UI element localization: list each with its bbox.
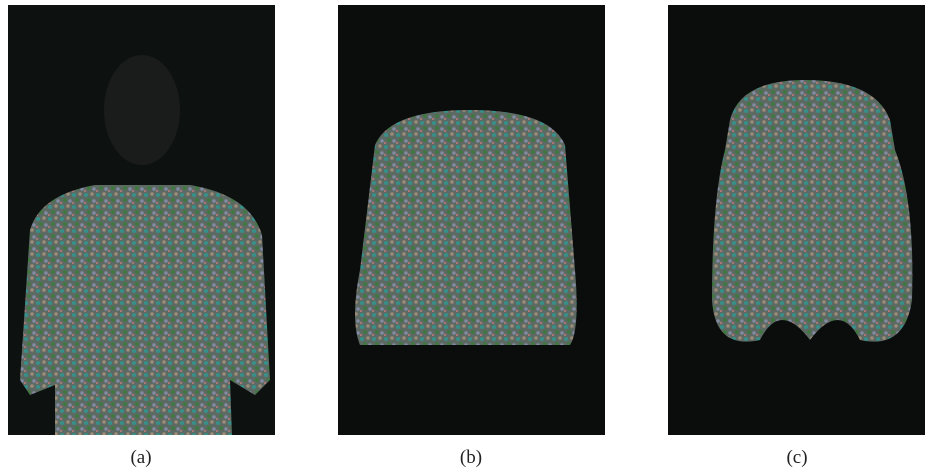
caption: (b) <box>460 447 482 468</box>
caption: (c) <box>786 447 807 468</box>
photo-a <box>8 5 275 435</box>
photo-b <box>338 5 605 435</box>
figure: (a) (b) (c) <box>0 0 925 475</box>
caption: (a) <box>130 447 151 468</box>
photo-c <box>668 5 925 435</box>
